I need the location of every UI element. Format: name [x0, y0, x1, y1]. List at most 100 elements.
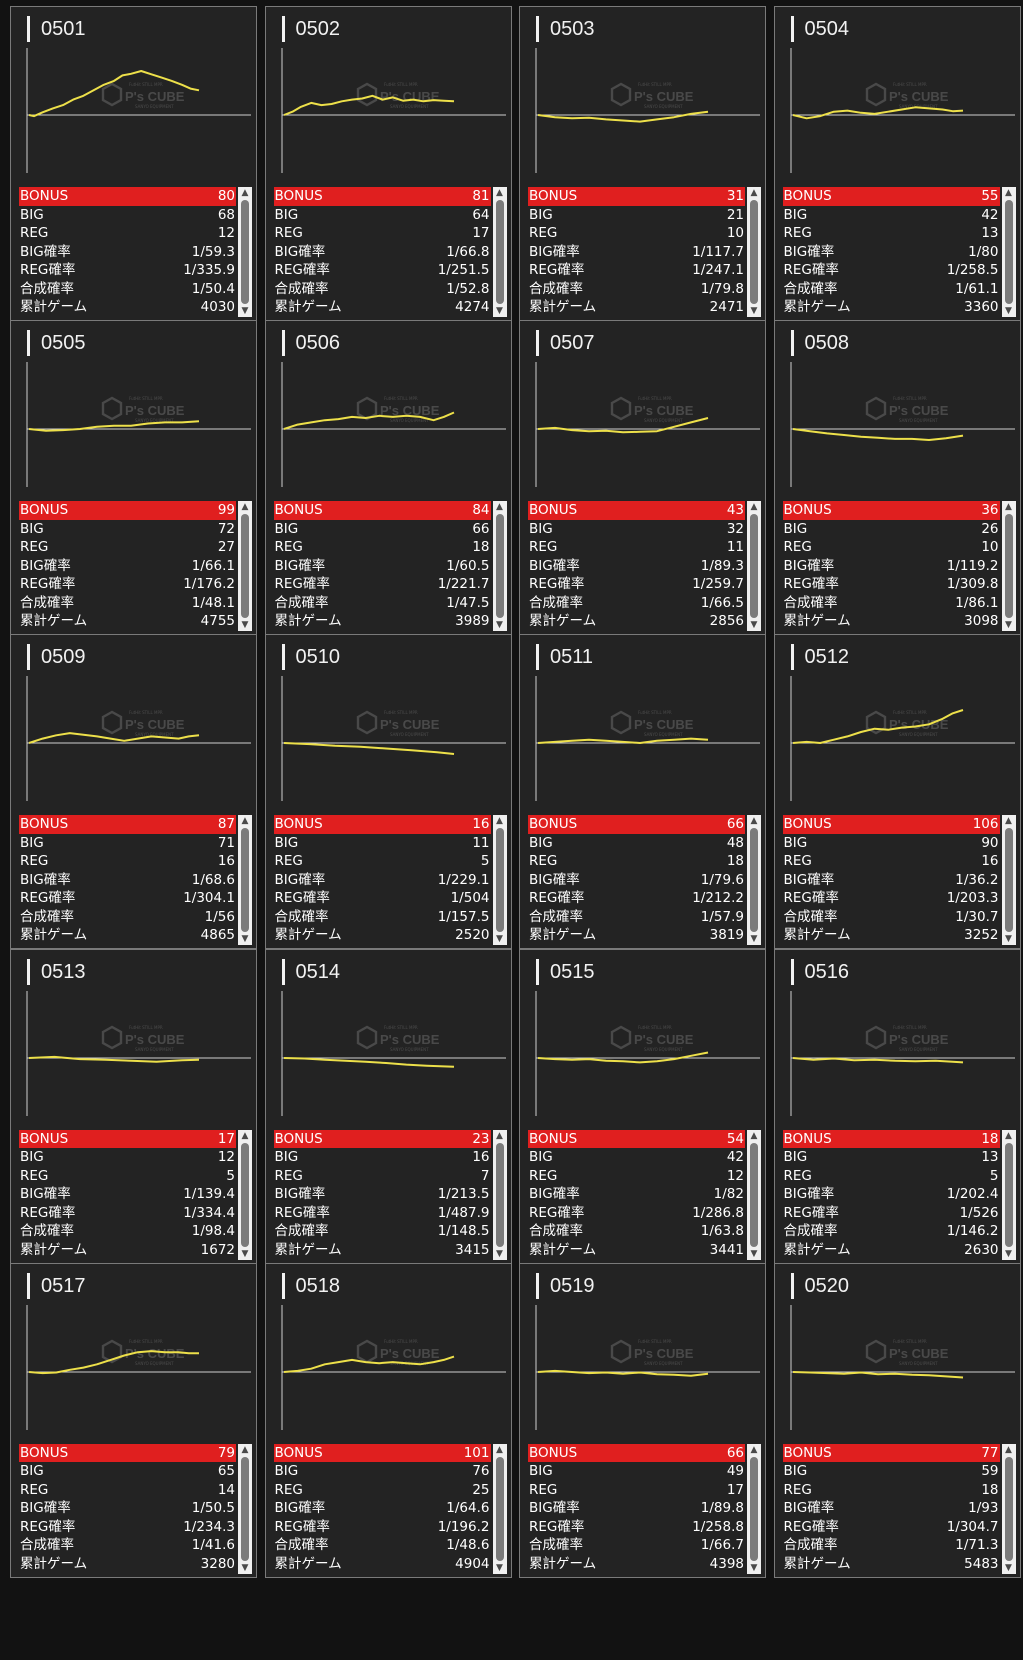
stats-scrollbar[interactable]: ▲ ▼ — [238, 501, 252, 632]
stats-scrollbar[interactable]: ▲ ▼ — [1001, 815, 1016, 946]
scroll-up-arrow-icon[interactable]: ▲ — [1005, 816, 1012, 827]
scroll-down-arrow-icon[interactable]: ▼ — [750, 306, 758, 316]
scroll-down-arrow-icon[interactable]: ▼ — [241, 620, 249, 631]
scroll-up-arrow-icon[interactable]: ▲ — [750, 1130, 758, 1141]
scroll-down-arrow-icon[interactable]: ▼ — [496, 1562, 503, 1573]
scroll-down-arrow-icon[interactable]: ▼ — [496, 934, 503, 945]
machine-card-0507[interactable]: 0507 P's CUBE FutHit STILL MPR SANYO EQU… — [519, 320, 766, 636]
machine-card-0502[interactable]: 0502 P's CUBE FutHit STILL MPR SANYO EQU… — [264, 6, 512, 321]
scroll-down-arrow-icon[interactable]: ▼ — [496, 306, 503, 316]
scroll-thumb[interactable] — [1004, 1142, 1013, 1247]
stats-scrollbar[interactable]: ▲ ▼ — [1001, 1129, 1016, 1260]
stats-scrollbar[interactable]: ▲ ▼ — [747, 1443, 761, 1574]
stats-scrollbar[interactable]: ▲ ▼ — [492, 1443, 507, 1574]
machine-card-0504[interactable]: 0504 P's CUBE FutHit STILL MPR SANYO EQU… — [773, 6, 1021, 321]
scroll-thumb[interactable] — [495, 514, 504, 619]
scroll-down-arrow-icon[interactable]: ▼ — [750, 934, 758, 945]
scroll-down-arrow-icon[interactable]: ▼ — [750, 620, 758, 631]
machine-card-0506[interactable]: 0506 P's CUBE FutHit STILL MPR SANYO EQU… — [264, 320, 512, 636]
scroll-up-arrow-icon[interactable]: ▲ — [1005, 188, 1012, 198]
stats-scrollbar[interactable]: ▲ ▼ — [238, 1129, 252, 1260]
machine-card-0510[interactable]: 0510 P's CUBE FutHit STILL MPR SANYO EQU… — [264, 634, 512, 950]
scroll-thumb[interactable] — [750, 1142, 758, 1247]
machine-card-0514[interactable]: 0514 P's CUBE FutHit STILL MPR SANYO EQU… — [264, 948, 512, 1264]
scroll-thumb[interactable] — [241, 1456, 249, 1561]
stats-scrollbar[interactable]: ▲ ▼ — [747, 501, 761, 632]
machine-card-0505[interactable]: 0505 P's CUBE FutHit STILL MPR SANYO EQU… — [10, 320, 257, 636]
stats-scrollbar[interactable]: ▲ ▼ — [747, 1129, 761, 1260]
stats-scrollbar[interactable]: ▲ ▼ — [238, 1443, 252, 1574]
scroll-down-arrow-icon[interactable]: ▼ — [496, 1248, 503, 1259]
scroll-thumb[interactable] — [1004, 1456, 1013, 1561]
machine-card-0512[interactable]: 0512 P's CUBE FutHit STILL MPR SANYO EQU… — [773, 634, 1021, 950]
machine-card-0515[interactable]: 0515 P's CUBE FutHit STILL MPR SANYO EQU… — [519, 948, 766, 1264]
scroll-up-arrow-icon[interactable]: ▲ — [496, 1444, 503, 1455]
stats-scrollbar[interactable]: ▲ ▼ — [492, 815, 507, 946]
scroll-thumb[interactable] — [241, 828, 249, 933]
scroll-up-arrow-icon[interactable]: ▲ — [1005, 1130, 1012, 1141]
scroll-down-arrow-icon[interactable]: ▼ — [1005, 934, 1012, 945]
scroll-up-arrow-icon[interactable]: ▲ — [1005, 502, 1012, 513]
stats-scrollbar[interactable]: ▲ ▼ — [238, 815, 252, 946]
stats-scrollbar[interactable]: ▲ ▼ — [492, 187, 507, 317]
stats-scrollbar[interactable]: ▲ ▼ — [1001, 501, 1016, 632]
scroll-up-arrow-icon[interactable]: ▲ — [241, 502, 249, 513]
scroll-thumb[interactable] — [750, 828, 758, 933]
stats-scrollbar[interactable]: ▲ ▼ — [238, 187, 252, 317]
scroll-up-arrow-icon[interactable]: ▲ — [750, 188, 758, 198]
stats-scrollbar[interactable]: ▲ ▼ — [1001, 187, 1016, 317]
scroll-up-arrow-icon[interactable]: ▲ — [750, 502, 758, 513]
scroll-down-arrow-icon[interactable]: ▼ — [750, 1562, 758, 1573]
scroll-up-arrow-icon[interactable]: ▲ — [496, 1130, 503, 1141]
machine-card-0501[interactable]: 0501 P's CUBE FutHit STILL MPR SANYO EQU… — [10, 6, 257, 321]
scroll-thumb[interactable] — [750, 200, 758, 304]
scroll-up-arrow-icon[interactable]: ▲ — [241, 816, 249, 827]
scroll-up-arrow-icon[interactable]: ▲ — [750, 816, 758, 827]
scroll-down-arrow-icon[interactable]: ▼ — [1005, 306, 1012, 316]
scroll-down-arrow-icon[interactable]: ▼ — [241, 306, 249, 316]
scroll-thumb[interactable] — [1004, 200, 1013, 304]
stats-scrollbar[interactable]: ▲ ▼ — [492, 1129, 507, 1260]
scroll-thumb[interactable] — [1004, 514, 1013, 619]
scroll-thumb[interactable] — [750, 1456, 758, 1561]
machine-card-0508[interactable]: 0508 P's CUBE FutHit STILL MPR SANYO EQU… — [773, 320, 1021, 636]
machine-card-0503[interactable]: 0503 P's CUBE FutHit STILL MPR SANYO EQU… — [519, 6, 766, 321]
scroll-down-arrow-icon[interactable]: ▼ — [1005, 1562, 1012, 1573]
scroll-up-arrow-icon[interactable]: ▲ — [241, 1130, 249, 1141]
scroll-down-arrow-icon[interactable]: ▼ — [241, 934, 249, 945]
scroll-thumb[interactable] — [750, 514, 758, 619]
scroll-up-arrow-icon[interactable]: ▲ — [496, 816, 503, 827]
scroll-thumb[interactable] — [241, 200, 249, 304]
scroll-up-arrow-icon[interactable]: ▲ — [241, 1444, 249, 1455]
machine-card-0509[interactable]: 0509 P's CUBE FutHit STILL MPR SANYO EQU… — [10, 634, 257, 950]
scroll-up-arrow-icon[interactable]: ▲ — [1005, 1444, 1012, 1455]
machine-card-0517[interactable]: 0517 P's CUBE FutHit STILL MPR SANYO EQU… — [10, 1262, 257, 1578]
scroll-up-arrow-icon[interactable]: ▲ — [496, 502, 503, 513]
machine-card-0519[interactable]: 0519 P's CUBE FutHit STILL MPR SANYO EQU… — [519, 1262, 766, 1578]
stats-scrollbar[interactable]: ▲ ▼ — [747, 815, 761, 946]
scroll-down-arrow-icon[interactable]: ▼ — [241, 1248, 249, 1259]
scroll-down-arrow-icon[interactable]: ▼ — [241, 1562, 249, 1573]
stats-scrollbar[interactable]: ▲ ▼ — [492, 501, 507, 632]
scroll-thumb[interactable] — [241, 514, 249, 619]
scroll-thumb[interactable] — [1004, 828, 1013, 933]
machine-card-0513[interactable]: 0513 P's CUBE FutHit STILL MPR SANYO EQU… — [10, 948, 257, 1264]
scroll-thumb[interactable] — [495, 200, 504, 304]
scroll-up-arrow-icon[interactable]: ▲ — [241, 188, 249, 198]
scroll-down-arrow-icon[interactable]: ▼ — [1005, 1248, 1012, 1259]
machine-card-0520[interactable]: 0520 P's CUBE FutHit STILL MPR SANYO EQU… — [773, 1262, 1021, 1578]
scroll-up-arrow-icon[interactable]: ▲ — [496, 188, 503, 198]
scroll-thumb[interactable] — [495, 1142, 504, 1247]
scroll-thumb[interactable] — [241, 1142, 249, 1247]
scroll-down-arrow-icon[interactable]: ▼ — [496, 620, 503, 631]
scroll-up-arrow-icon[interactable]: ▲ — [750, 1444, 758, 1455]
machine-card-0511[interactable]: 0511 P's CUBE FutHit STILL MPR SANYO EQU… — [519, 634, 766, 950]
scroll-down-arrow-icon[interactable]: ▼ — [750, 1248, 758, 1259]
machine-card-0518[interactable]: 0518 P's CUBE FutHit STILL MPR SANYO EQU… — [264, 1262, 512, 1578]
scroll-thumb[interactable] — [495, 828, 504, 933]
stats-scrollbar[interactable]: ▲ ▼ — [747, 187, 761, 317]
machine-card-0516[interactable]: 0516 P's CUBE FutHit STILL MPR SANYO EQU… — [773, 948, 1021, 1264]
stats-scrollbar[interactable]: ▲ ▼ — [1001, 1443, 1016, 1574]
scroll-down-arrow-icon[interactable]: ▼ — [1005, 620, 1012, 631]
scroll-thumb[interactable] — [495, 1456, 504, 1561]
